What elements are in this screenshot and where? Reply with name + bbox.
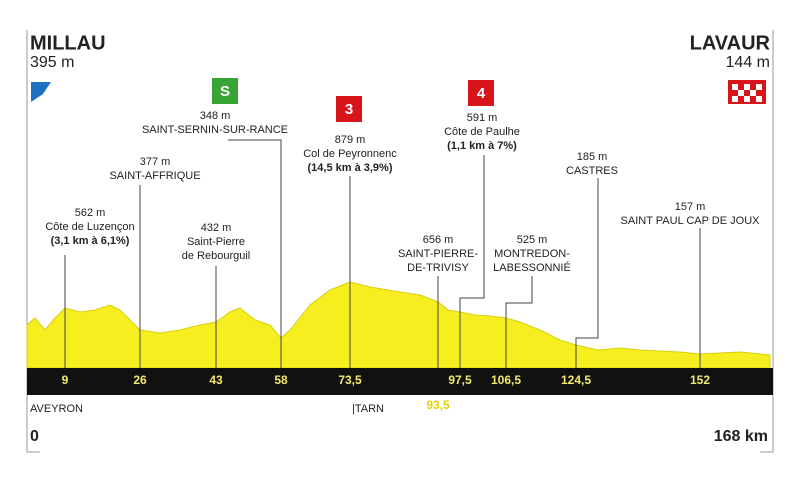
climb-category: 3 [345,101,353,118]
waypoint-altitude: 185 m [577,151,608,163]
start-icon [31,82,51,102]
finish-altitude: 144 m [726,54,770,71]
km-marker: 26 [133,373,147,387]
waypoint-name: SAINT-PIERRE- [398,248,478,260]
waypoint-altitude: 656 m [423,234,454,246]
leader-line [459,155,485,368]
climb-icon [468,80,494,106]
distance-start: 0 [30,428,39,445]
finish-icon [728,80,766,104]
waypoint-name: (1,1 km à 7%) [447,140,517,152]
sprint-label: S [220,83,230,100]
waypoint-name: Saint-Pierre [187,236,245,248]
km-marker: 58 [274,373,288,387]
waypoint-name: SAINT-SERNIN-SUR-RANCE [142,124,288,136]
distance-end: 168 km [714,428,768,445]
waypoint-name: Côte de Luzençon [45,221,134,233]
waypoint-name: Côte de Paulhe [444,126,520,138]
waypoint-name: (3,1 km à 6,1%) [51,235,130,247]
km-bar [27,368,773,395]
elevation-profile [26,281,771,369]
waypoint-altitude: 432 m [201,222,232,234]
waypoint-name: Col de Peyronnenc [303,148,397,160]
finish-name: LAVAUR [690,32,771,54]
waypoint-name: MONTREDON- [494,248,570,260]
waypoint-altitude: 562 m [75,207,106,219]
region-label: |TARN [352,403,384,415]
climb-category: 4 [477,85,486,102]
waypoint-altitude: 591 m [467,112,498,124]
sprint-icon [212,78,238,104]
waypoint-name: DE-TRIVISY [407,262,469,274]
waypoint-name: CASTRES [566,165,618,177]
waypoint-name: SAINT PAUL CAP DE JOUX [621,215,761,227]
region-label: AVEYRON [30,403,83,415]
waypoint-name: SAINT-AFFRIQUE [109,170,200,182]
km-marker: 97,5 [448,373,472,387]
leader-line [575,178,599,368]
waypoint-altitude: 157 m [675,201,706,213]
waypoint-altitude: 525 m [517,234,548,246]
km-marker: 73,5 [338,373,362,387]
km-marker: 124,5 [561,373,591,387]
start-altitude: 395 m [30,54,74,71]
km-marker: 43 [209,373,223,387]
start-name: MILLAU [30,32,106,54]
km-marker: 93,5 [426,398,450,412]
km-marker: 152 [690,373,710,387]
km-marker: 9 [62,373,69,387]
leader-line [228,139,282,368]
waypoint-altitude: 377 m [140,156,171,168]
climb-icon [336,96,362,122]
km-marker: 106,5 [491,373,521,387]
leader-line [505,276,533,368]
waypoint-altitude: 879 m [335,134,366,146]
waypoint-name: LABESSONNIÉ [493,261,571,274]
waypoint-altitude: 348 m [200,110,231,122]
waypoint-name: (14,5 km à 3,9%) [308,162,393,174]
waypoint-name: de Rebourguil [182,250,251,262]
